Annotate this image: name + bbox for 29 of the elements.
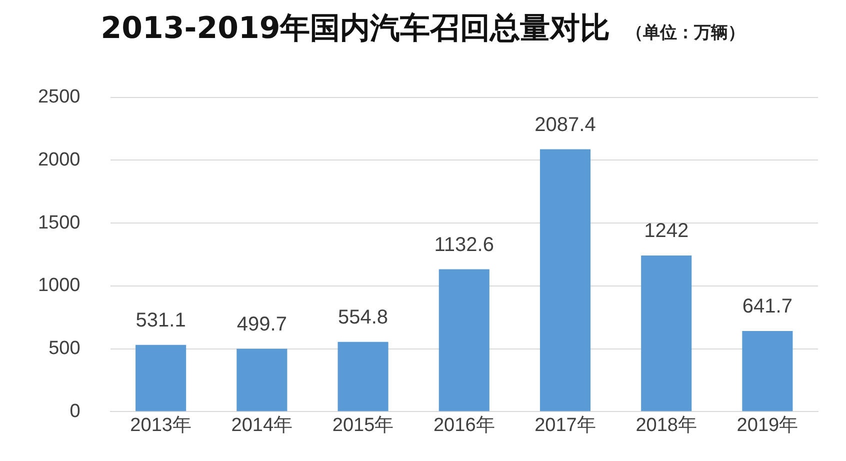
x-tick-label: 2015年: [332, 415, 394, 436]
data-label: 1132.6: [434, 234, 494, 256]
data-label: 2087.4: [534, 114, 596, 136]
y-tick-label: 1000: [38, 275, 80, 296]
data-label: 554.8: [338, 306, 388, 328]
bar: [236, 348, 288, 412]
bar: [438, 269, 490, 412]
x-tick-label: 2017年: [534, 415, 596, 436]
data-label: 499.7: [236, 313, 287, 336]
x-tick-label: 2018年: [636, 415, 697, 436]
y-tick-label: 2500: [38, 86, 80, 108]
x-tick-label: 2019年: [736, 415, 798, 436]
x-tick-label: 2014年: [231, 415, 293, 436]
x-tick-label: 2016年: [433, 415, 495, 436]
bar: [540, 149, 591, 412]
data-label: 641.7: [742, 295, 792, 318]
bar: [136, 344, 186, 412]
bar: [338, 342, 388, 412]
bar: [742, 330, 793, 412]
y-tick-label: 2000: [38, 149, 80, 170]
bar: [641, 256, 692, 412]
data-label: 531.1: [136, 309, 186, 332]
y-tick-label: 500: [48, 338, 80, 359]
chart-title: 2013-2019年国内汽车召回总量对比: [100, 10, 610, 48]
y-tick-label: 1500: [38, 212, 80, 234]
chart-subtitle: （单位：万辆）: [626, 22, 746, 44]
data-label: 1242: [644, 220, 689, 242]
y-tick-label: 0: [70, 400, 80, 422]
x-tick-label: 2013年: [130, 415, 192, 436]
